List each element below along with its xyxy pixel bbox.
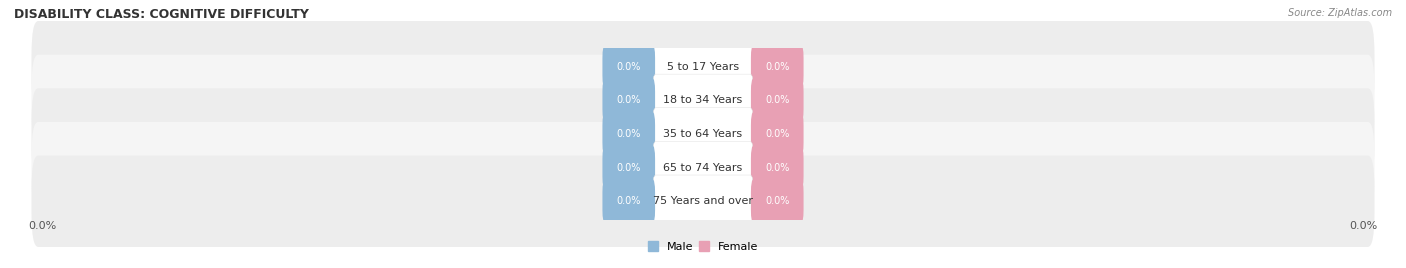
FancyBboxPatch shape — [602, 179, 655, 224]
FancyBboxPatch shape — [652, 74, 754, 126]
Text: 0.0%: 0.0% — [765, 129, 789, 139]
Text: 18 to 34 Years: 18 to 34 Years — [664, 95, 742, 105]
FancyBboxPatch shape — [751, 179, 804, 224]
FancyBboxPatch shape — [652, 40, 754, 93]
FancyBboxPatch shape — [602, 146, 655, 190]
Text: 0.0%: 0.0% — [617, 129, 641, 139]
FancyBboxPatch shape — [751, 146, 804, 190]
Text: 0.0%: 0.0% — [617, 95, 641, 105]
FancyBboxPatch shape — [602, 78, 655, 122]
Text: 75 Years and over: 75 Years and over — [652, 196, 754, 206]
FancyBboxPatch shape — [31, 55, 1375, 146]
Text: 65 to 74 Years: 65 to 74 Years — [664, 163, 742, 173]
Text: 0.0%: 0.0% — [617, 163, 641, 173]
Text: 0.0%: 0.0% — [765, 95, 789, 105]
FancyBboxPatch shape — [751, 112, 804, 156]
Text: 0.0%: 0.0% — [765, 196, 789, 206]
Text: Source: ZipAtlas.com: Source: ZipAtlas.com — [1288, 8, 1392, 18]
FancyBboxPatch shape — [652, 175, 754, 228]
FancyBboxPatch shape — [652, 142, 754, 194]
Legend: Male, Female: Male, Female — [648, 241, 758, 252]
FancyBboxPatch shape — [31, 21, 1375, 113]
Text: 0.0%: 0.0% — [617, 62, 641, 72]
FancyBboxPatch shape — [31, 88, 1375, 180]
Text: 0.0%: 0.0% — [28, 221, 56, 231]
Text: 5 to 17 Years: 5 to 17 Years — [666, 62, 740, 72]
Text: 35 to 64 Years: 35 to 64 Years — [664, 129, 742, 139]
Text: 0.0%: 0.0% — [765, 62, 789, 72]
Text: 0.0%: 0.0% — [617, 196, 641, 206]
FancyBboxPatch shape — [602, 44, 655, 89]
FancyBboxPatch shape — [31, 122, 1375, 213]
FancyBboxPatch shape — [602, 112, 655, 156]
Text: DISABILITY CLASS: COGNITIVE DIFFICULTY: DISABILITY CLASS: COGNITIVE DIFFICULTY — [14, 8, 309, 21]
FancyBboxPatch shape — [652, 108, 754, 160]
FancyBboxPatch shape — [31, 155, 1375, 247]
FancyBboxPatch shape — [751, 44, 804, 89]
Text: 0.0%: 0.0% — [765, 163, 789, 173]
FancyBboxPatch shape — [751, 78, 804, 122]
Text: 0.0%: 0.0% — [1350, 221, 1378, 231]
